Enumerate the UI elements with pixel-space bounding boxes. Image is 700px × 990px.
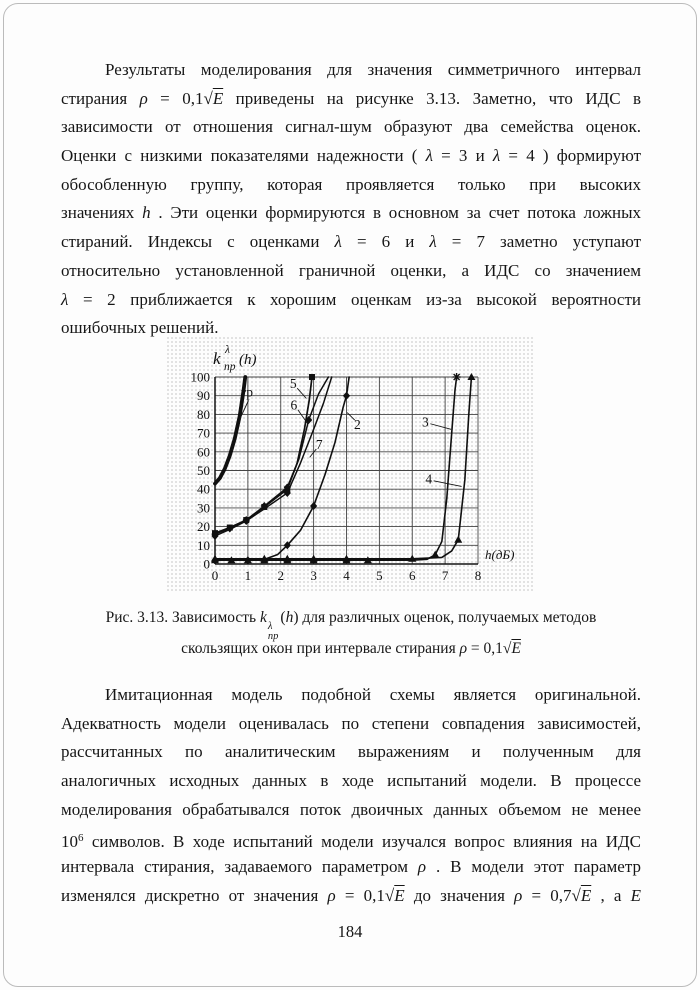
svg-text:90: 90 — [197, 388, 210, 403]
caption-line: скользящих окон при интервале стирания ρ… — [181, 640, 521, 657]
svg-text:3: 3 — [422, 414, 429, 429]
svg-text:7: 7 — [316, 437, 323, 452]
text-line: значениях h . Эти оценки формируются в о… — [61, 203, 641, 223]
figure-caption: Рис. 3.13. Зависимость k λ пр (h) для разли… — [61, 602, 641, 664]
svg-text:7: 7 — [442, 568, 449, 583]
svg-text:3: 3 — [310, 568, 317, 583]
svg-text:(h): (h) — [239, 352, 257, 368]
page-number: 184 — [337, 922, 363, 941]
paragraph-1: Результаты моделирования для значения си… — [61, 56, 641, 343]
svg-text:h(дБ): h(дБ) — [485, 547, 514, 562]
text-line: зависимости от отношения сигнал-шум обра… — [61, 117, 641, 137]
svg-text:100: 100 — [191, 370, 211, 385]
svg-text:6: 6 — [409, 568, 416, 583]
text-line: Имитационная модель подобной схемы являе… — [105, 685, 641, 704]
text-line: Оценки с низкими показателями надежности… — [61, 146, 642, 166]
text-line: ошибочных решений. — [61, 318, 219, 338]
svg-text:2: 2 — [354, 417, 361, 432]
text-line: Результаты моделирования для значения си… — [105, 60, 641, 79]
svg-text:λ: λ — [224, 344, 230, 356]
svg-text:60: 60 — [197, 444, 210, 459]
text-line: 106 символов. В ходе испытаний модели из… — [61, 832, 641, 852]
svg-text:10: 10 — [197, 538, 210, 553]
svg-text:30: 30 — [197, 500, 210, 515]
svg-text:пр: пр — [224, 361, 236, 373]
text-line: относительно установленной граничной оце… — [61, 260, 641, 280]
text-line: рассчитанных по аналитическим выражениям… — [61, 742, 641, 762]
svg-text:4: 4 — [343, 568, 350, 583]
paragraph-2: Имитационная модель подобной схемы являе… — [61, 681, 641, 911]
svg-text:0: 0 — [204, 557, 211, 572]
text-line: Адекватность модели оценивалась по степе… — [61, 713, 641, 733]
svg-text:8: 8 — [475, 568, 482, 583]
svg-text:40: 40 — [197, 482, 210, 497]
text-line: аналогичных исходных данных в ходе испыт… — [61, 771, 641, 791]
svg-text:5: 5 — [290, 376, 297, 391]
text-line: моделирования обрабатывался поток двоичн… — [61, 799, 641, 819]
svg-text:50: 50 — [197, 463, 210, 478]
svg-text:k: k — [213, 349, 221, 368]
svg-text:80: 80 — [197, 407, 210, 422]
text-line: стирания ρ = 0,1√E приведены на рисунке … — [61, 88, 642, 108]
svg-text:1: 1 — [245, 568, 252, 583]
text-line: λ = 2 приближается к хорошим оценкам из-… — [61, 289, 641, 309]
svg-text:гр: гр — [241, 384, 254, 399]
text-line: стираний. Индексы с оценками λ = 6 и λ =… — [61, 232, 641, 252]
caption-line: Рис. 3.13. Зависимость k λ пр (h) для разли… — [105, 609, 597, 642]
svg-text:4: 4 — [425, 471, 432, 486]
svg-text:70: 70 — [197, 426, 210, 441]
text-line: обособленную группу, которая проявляется… — [61, 174, 641, 194]
svg-text:0: 0 — [212, 568, 219, 583]
text-line: интервала стирания, задаваемого параметр… — [61, 857, 641, 877]
svg-text:5: 5 — [376, 568, 383, 583]
figure-3-13: 0 10 20 30 40 50 60 70 80 90 100 0 1 2 3 4 5 6 7 8 гр 5 6 7 2 3 4 k… — [166, 336, 534, 592]
svg-text:6: 6 — [291, 398, 298, 413]
svg-text:20: 20 — [197, 519, 210, 534]
text-line: изменялся дискретно от значения ρ = 0,1√… — [61, 885, 642, 905]
svg-text:2: 2 — [278, 568, 285, 583]
